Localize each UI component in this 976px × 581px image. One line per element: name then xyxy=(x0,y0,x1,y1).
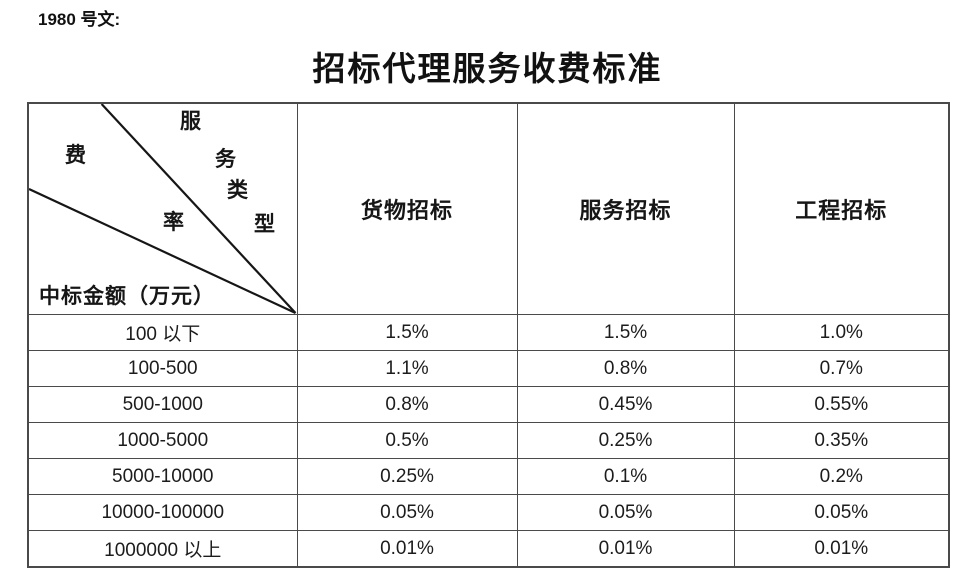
amount-range-cell: 1000000 以上 xyxy=(27,530,298,568)
table-header-row: 服 务 类 型 费 率 中标金额（万元） 货物招标 服务招标 工程招标 xyxy=(27,102,950,315)
fee-rate-cell: 0.35% xyxy=(733,422,950,459)
fee-rate-cell: 1.5% xyxy=(516,314,735,351)
table-row: 1000-5000 0.5% 0.25% 0.35% xyxy=(27,422,950,459)
amount-range-cell: 10000-100000 xyxy=(27,494,298,531)
document-ref-label: 1980 号文: xyxy=(38,10,121,29)
table-row: 100 以下 1.5% 1.5% 1.0% xyxy=(27,314,950,351)
fee-rate-cell: 0.01% xyxy=(516,530,735,568)
fee-rate-cell: 0.55% xyxy=(733,386,950,423)
table-row: 500-1000 0.8% 0.45% 0.55% xyxy=(27,386,950,423)
fee-rate-cell: 0.01% xyxy=(296,530,518,568)
diagonal-divider-lines xyxy=(29,104,296,314)
column-header-works: 工程招标 xyxy=(733,102,950,315)
fee-rate-cell: 1.5% xyxy=(296,314,518,351)
corner-fee-rate-char: 率 xyxy=(163,210,184,234)
fee-table-body: 服 务 类 型 费 率 中标金额（万元） 货物招标 服务招标 工程招标 100 … xyxy=(27,102,950,568)
fee-rate-cell: 0.5% xyxy=(296,422,518,459)
amount-range-cell: 100 以下 xyxy=(27,314,298,351)
corner-service-type-char: 务 xyxy=(215,147,236,171)
fee-rate-cell: 0.05% xyxy=(296,494,518,531)
corner-service-type-char: 型 xyxy=(254,212,275,236)
table-row: 100-500 1.1% 0.8% 0.7% xyxy=(27,350,950,387)
fee-rate-cell: 0.25% xyxy=(296,458,518,495)
page-title: 招标代理服务收费标准 xyxy=(312,52,663,88)
fee-rate-cell: 0.01% xyxy=(733,530,950,568)
diagonal-header-cell: 服 务 类 型 费 率 中标金额（万元） xyxy=(27,102,298,315)
column-header-goods: 货物招标 xyxy=(296,102,518,315)
diagonal-line-lower xyxy=(29,188,296,314)
amount-range-cell: 1000-5000 xyxy=(27,422,298,459)
column-header-services: 服务招标 xyxy=(516,102,735,315)
fee-rate-cell: 0.8% xyxy=(296,386,518,423)
fee-rate-cell: 0.8% xyxy=(516,350,735,387)
fee-rate-cell: 1.1% xyxy=(296,350,518,387)
diagonal-line-upper xyxy=(100,104,296,314)
fee-rate-cell: 0.05% xyxy=(733,494,950,531)
corner-service-type-char: 类 xyxy=(227,178,248,202)
amount-range-cell: 100-500 xyxy=(27,350,298,387)
table-row: 10000-100000 0.05% 0.05% 0.05% xyxy=(27,494,950,531)
table-row: 1000000 以上 0.01% 0.01% 0.01% xyxy=(27,530,950,568)
corner-fee-rate-char: 费 xyxy=(65,143,86,167)
amount-range-cell: 500-1000 xyxy=(27,386,298,423)
fee-rate-cell: 0.25% xyxy=(516,422,735,459)
fee-rate-cell: 0.2% xyxy=(733,458,950,495)
fee-rate-cell: 0.45% xyxy=(516,386,735,423)
fee-rate-cell: 0.05% xyxy=(516,494,735,531)
amount-range-cell: 5000-10000 xyxy=(27,458,298,495)
fee-table: 服 务 类 型 费 率 中标金额（万元） 货物招标 服务招标 工程招标 100 … xyxy=(27,102,950,568)
corner-service-type-char: 服 xyxy=(180,109,201,133)
table-row: 5000-10000 0.25% 0.1% 0.2% xyxy=(27,458,950,495)
fee-rate-cell: 0.7% xyxy=(733,350,950,387)
corner-row-axis-label: 中标金额（万元） xyxy=(39,284,215,308)
fee-rate-cell: 0.1% xyxy=(516,458,735,495)
fee-rate-cell: 1.0% xyxy=(733,314,950,351)
